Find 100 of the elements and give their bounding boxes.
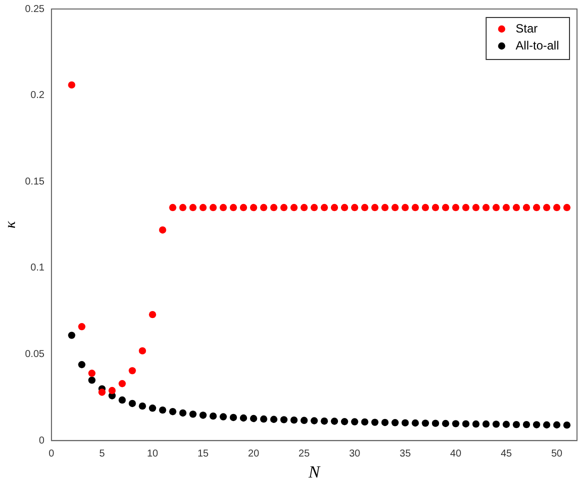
point [68,332,76,339]
legend-label: Star [516,21,538,36]
point [543,204,550,212]
point [78,323,86,330]
point [220,413,227,420]
point [381,204,389,212]
point [169,204,176,212]
point [220,204,227,212]
y-tick-label: 0.1 [30,262,45,274]
point [98,388,106,396]
point [290,416,298,424]
x-tick-label: 35 [400,448,412,460]
point [310,204,318,212]
point [280,416,288,424]
point [128,367,136,374]
point [230,204,237,212]
point [462,420,470,428]
y-tick-label: 0.25 [24,4,45,15]
point [381,418,389,426]
point [68,81,76,89]
point [78,361,86,368]
point [412,204,419,212]
x-tick-label: 15 [198,448,210,460]
point [138,402,146,410]
x-tick-label: 5 [99,448,106,460]
point [300,204,308,212]
point [543,421,550,428]
point [148,310,156,318]
point [361,418,368,426]
point [351,418,358,426]
y-tick-label: 0.2 [30,90,45,102]
point [250,414,258,422]
point [280,204,288,212]
point [422,204,430,212]
point [442,204,450,212]
y-tick-label: 0.05 [24,349,45,360]
point [270,204,278,212]
point [482,420,490,428]
point [330,418,338,425]
point [412,419,419,427]
point [402,419,409,426]
point [320,417,328,425]
x-tick-label: 30 [349,448,361,460]
point [442,420,450,428]
point [502,420,510,428]
x-tick-label: 20 [248,448,260,460]
point [169,408,176,416]
point [563,421,570,429]
legend-label: All-to-all [516,38,559,52]
point [210,204,217,212]
point [320,204,328,212]
x-tick-label: 0 [48,448,55,460]
point [118,396,126,404]
point [472,420,480,428]
x-tick-label: 45 [500,448,512,460]
point [260,204,268,212]
point [553,204,560,212]
point [148,404,156,412]
point [472,204,480,212]
point [240,414,248,422]
point [189,204,197,212]
point [340,418,348,426]
point [361,204,368,212]
point [522,204,530,212]
point [502,204,510,212]
point [532,204,540,212]
point [128,400,136,408]
point [522,420,530,428]
point [553,421,560,428]
x-tick-label: 40 [450,448,462,460]
point [179,204,186,212]
point [532,421,540,428]
y-tick-label: 0.15 [24,176,45,188]
point [159,406,166,414]
point [300,416,308,424]
x-tick-label: 10 [146,448,159,460]
point [210,412,217,420]
point [432,420,440,427]
point [563,204,570,212]
point [402,204,409,212]
point [432,204,440,212]
point [462,204,470,212]
point [512,204,520,212]
point [482,204,490,212]
point [371,418,378,426]
x-tick-label: 50 [551,448,563,460]
point [250,204,258,212]
x-tick-label: 25 [298,448,310,460]
point [371,204,378,212]
point [310,417,318,424]
point [108,386,116,394]
point [492,420,500,428]
point [159,226,166,234]
point [88,370,96,377]
point [492,204,500,212]
point [340,204,348,212]
point [199,412,207,419]
point [260,415,268,423]
point [452,204,460,212]
point [199,204,207,212]
